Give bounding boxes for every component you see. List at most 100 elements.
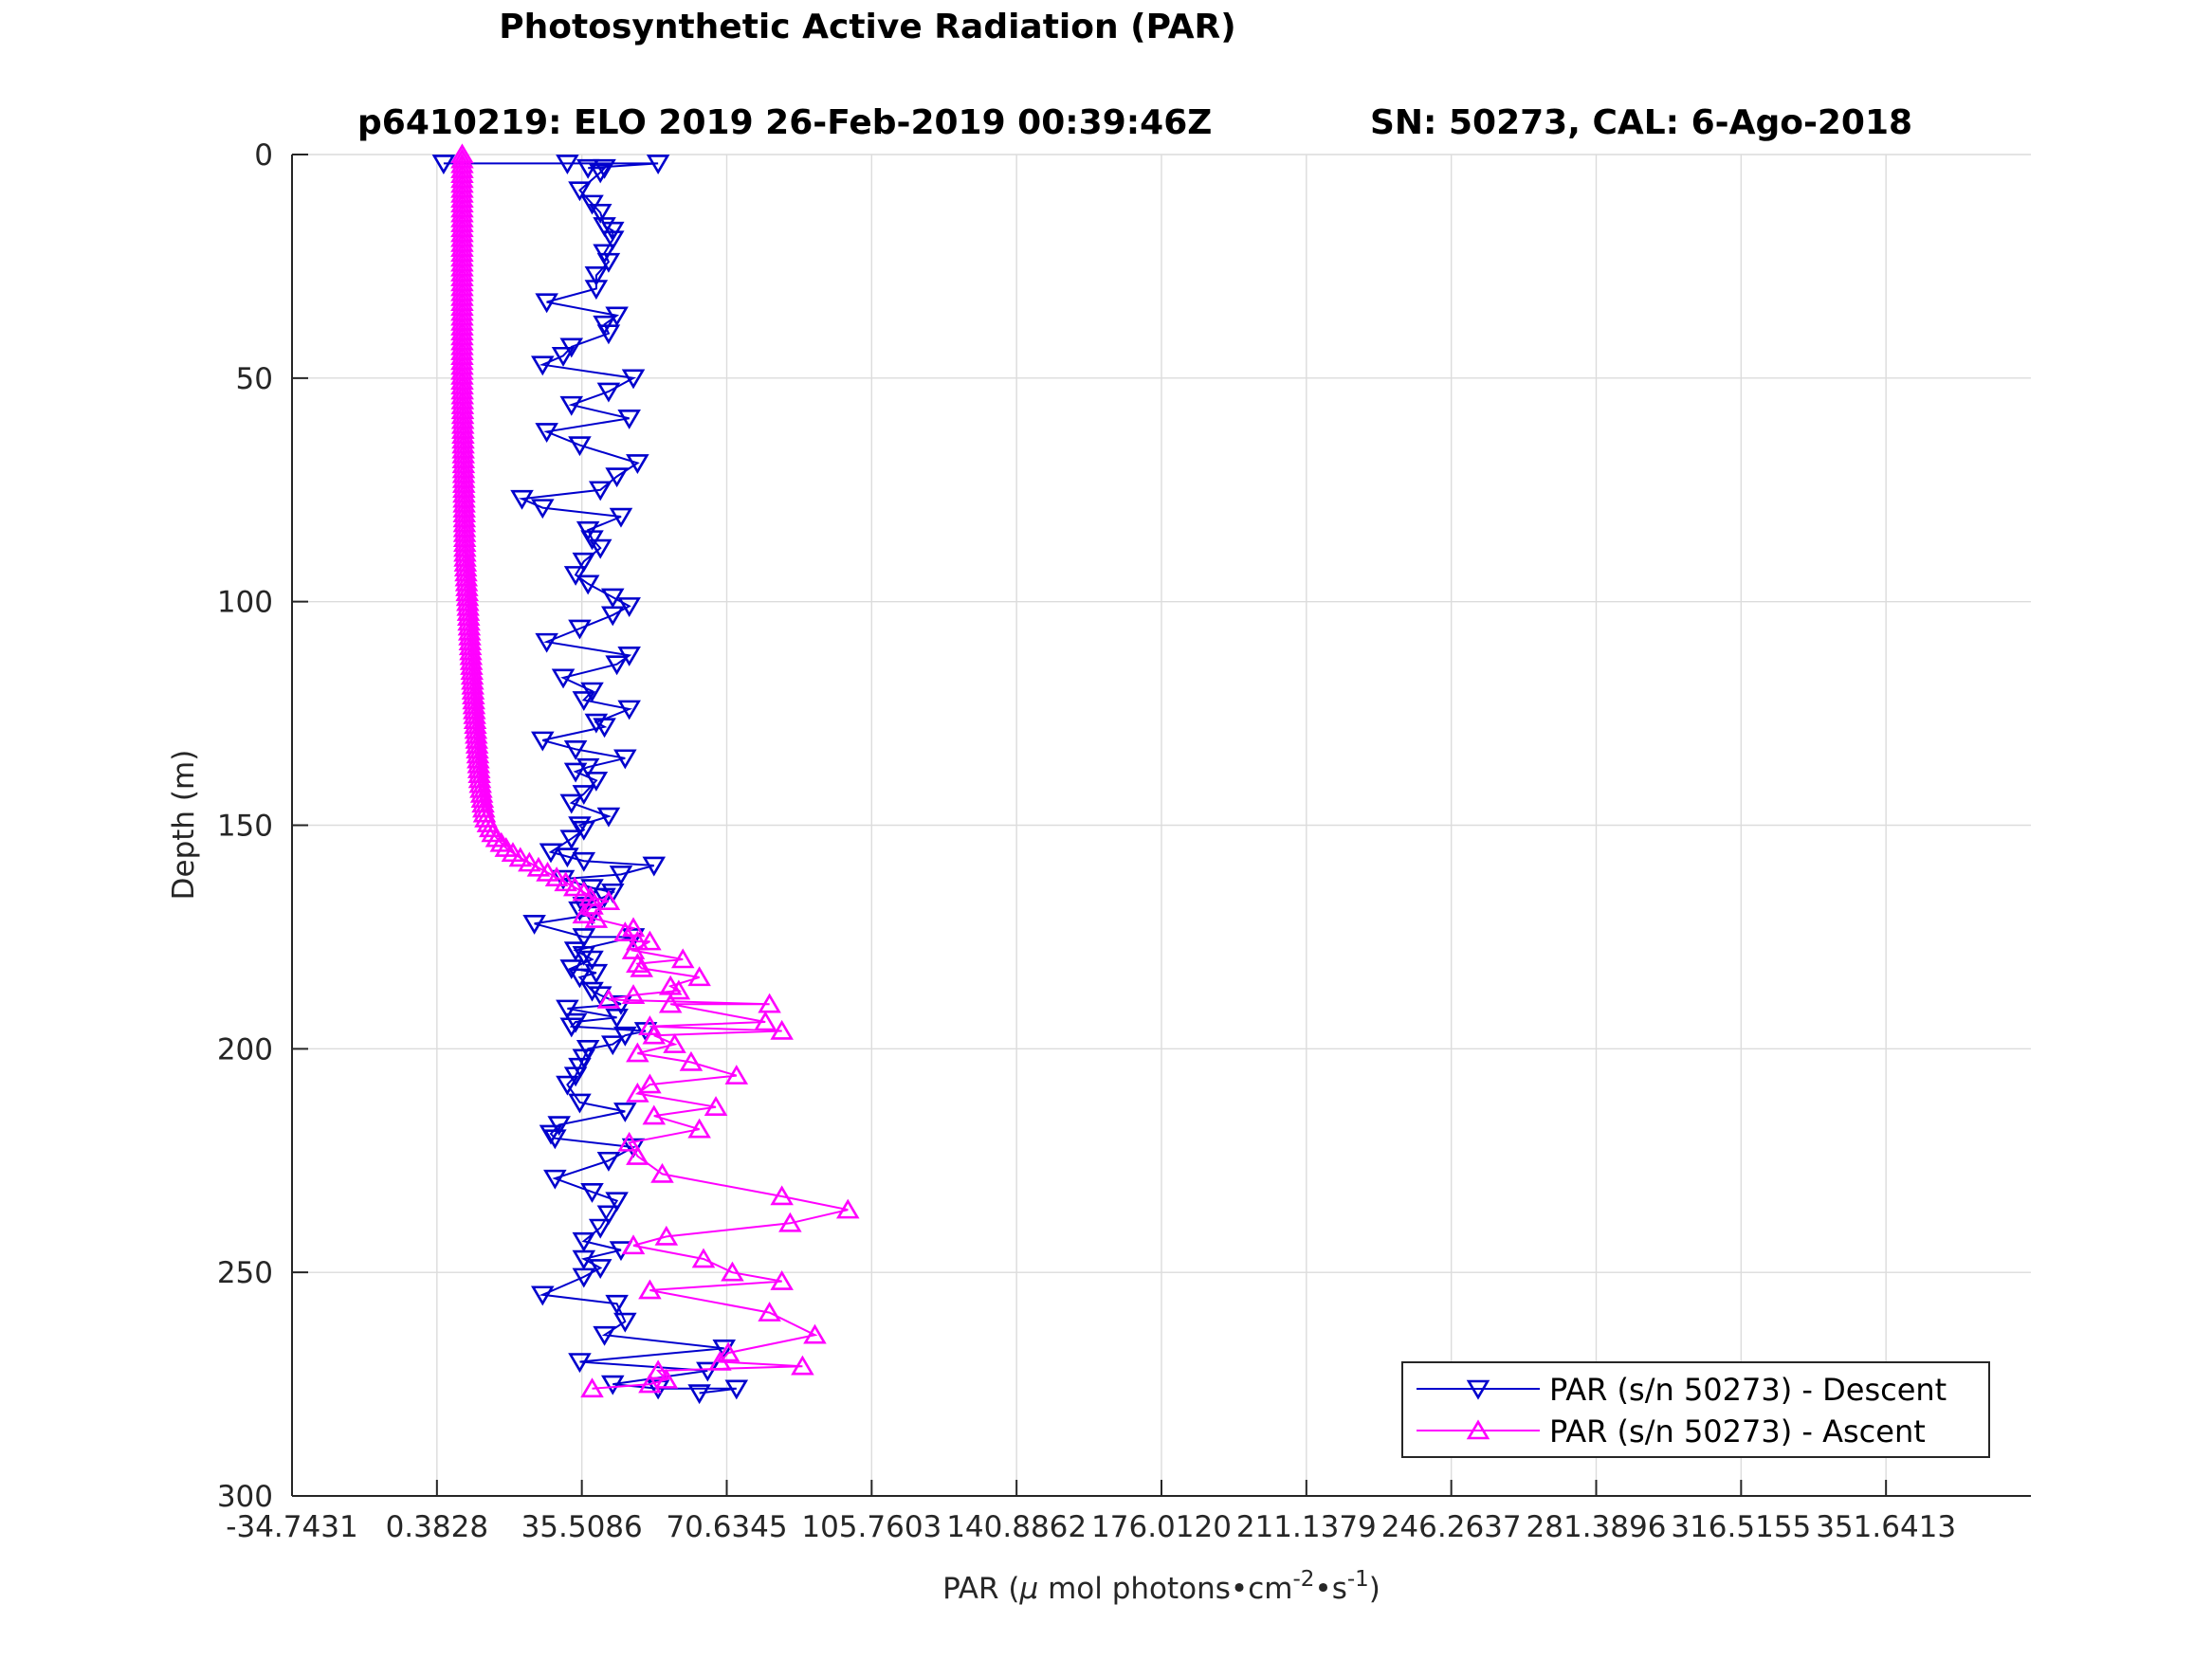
series-1-point-177 xyxy=(679,1050,704,1071)
series-1-point-180 xyxy=(626,1082,649,1103)
series-0-point-58 xyxy=(563,762,588,783)
series-0-point-32 xyxy=(510,489,534,510)
series-1 xyxy=(450,143,860,1398)
series-1-point-176 xyxy=(626,1042,649,1063)
series-0-point-50 xyxy=(572,691,596,711)
chart-title: Photosynthetic Active Radiation (PAR) xyxy=(499,8,1235,46)
series-0-point-8 xyxy=(588,204,612,224)
x-tick-label-5: 140.8862 xyxy=(946,1510,1087,1544)
series-0-point-78 xyxy=(522,914,546,935)
series-0-point-9 xyxy=(593,217,616,238)
series-0-point-74 xyxy=(593,887,616,908)
series-0-point-93 xyxy=(559,1017,584,1038)
series-1-point-157 xyxy=(613,921,637,941)
x-axis-label-mid2: •s xyxy=(1314,1572,1346,1606)
series-0-point-105 xyxy=(539,1124,563,1145)
series-0-point-59 xyxy=(584,772,609,792)
series-0-point-80 xyxy=(621,928,646,948)
series-0-point-13 xyxy=(596,252,621,273)
series-1-point-149 xyxy=(562,876,587,897)
series-0-point-0 xyxy=(431,155,456,174)
series-1-point-151 xyxy=(578,885,603,906)
x-tick-label-11: 351.6413 xyxy=(1816,1510,1956,1544)
series-0-point-5 xyxy=(588,163,612,184)
series-1-point-186 xyxy=(650,1162,674,1183)
series-0-point-68 xyxy=(572,851,596,872)
series-0-point-15 xyxy=(584,280,609,301)
series-1-point-193 xyxy=(721,1261,744,1282)
y-tick-label-5: 250 xyxy=(217,1256,273,1290)
series-1-point-200 xyxy=(791,1355,814,1376)
series-0-point-111 xyxy=(605,1192,629,1212)
series-1-point-148 xyxy=(554,871,577,892)
y-tick-label-2: 100 xyxy=(217,586,273,620)
series-0-point-33 xyxy=(531,499,555,520)
series-1-point-197 xyxy=(803,1323,827,1344)
x-tick-label-4: 105.7603 xyxy=(801,1510,941,1544)
series-1-point-181 xyxy=(704,1096,728,1116)
series-0-point-30 xyxy=(605,467,629,488)
series-1-point-152 xyxy=(596,890,621,910)
series-0-point-27 xyxy=(535,423,558,443)
series-0-point-48 xyxy=(551,668,576,689)
series-0-point-4 xyxy=(593,158,616,179)
series-0-point-22 xyxy=(531,356,555,376)
series-0-point-120 xyxy=(605,1294,629,1315)
series-0-point-61 xyxy=(559,793,584,814)
series-0-point-11 xyxy=(600,230,625,251)
series-0-point-112 xyxy=(596,1205,621,1226)
series-1-point-140 xyxy=(489,831,514,852)
series-1-point-160 xyxy=(621,939,646,959)
series-1-point-175 xyxy=(663,1033,686,1053)
series-0-point-124 xyxy=(568,1353,592,1374)
series-1-point-167 xyxy=(621,984,646,1005)
series-1-point-201 xyxy=(646,1359,670,1380)
series-1-point-153 xyxy=(580,894,604,915)
series-0-point-51 xyxy=(617,700,641,720)
series-0-point-44 xyxy=(568,619,592,640)
series-0-point-53 xyxy=(593,718,616,738)
series-1-point-189 xyxy=(778,1212,802,1232)
series-1-point-163 xyxy=(630,957,653,977)
series-0-point-43 xyxy=(600,606,625,627)
series-0-point-6 xyxy=(568,181,592,202)
series-0-point-106 xyxy=(543,1129,567,1150)
series-1-point-147 xyxy=(544,866,569,886)
series-0-point-116 xyxy=(572,1249,596,1270)
axes xyxy=(291,154,2031,1497)
series-1-point-187 xyxy=(770,1185,794,1206)
series-1-point-199 xyxy=(708,1350,732,1371)
series-1-point-179 xyxy=(638,1073,662,1094)
series-0-point-86 xyxy=(568,968,592,989)
series-0-point-102 xyxy=(568,1093,592,1114)
series-0-point-122 xyxy=(593,1325,616,1346)
series-0-point-42 xyxy=(617,597,641,617)
series-0-point-129 xyxy=(687,1384,711,1405)
series-0-point-37 xyxy=(588,538,612,559)
x-tick-label-7: 211.1379 xyxy=(1236,1510,1377,1544)
series-0-point-82 xyxy=(572,945,596,966)
series-1-point-178 xyxy=(724,1065,749,1085)
series-0-point-96 xyxy=(600,1035,625,1056)
series-0-point-87 xyxy=(580,981,604,1002)
series-0-point-101 xyxy=(556,1075,579,1096)
series-0-point-23 xyxy=(621,369,646,390)
series-1-point-192 xyxy=(691,1248,716,1268)
series-1-point-196 xyxy=(758,1302,781,1322)
legend: PAR (s/n 50273) - Descent PAR (s/n 50273… xyxy=(1401,1361,1990,1458)
y-tick-label-0: 0 xyxy=(254,138,273,173)
series-0-point-108 xyxy=(596,1151,621,1172)
series-1-point-198 xyxy=(716,1341,740,1362)
y-tick-label-4: 200 xyxy=(217,1032,273,1066)
series-1-point-139 xyxy=(484,827,509,848)
y-tick-label-6: 300 xyxy=(217,1480,273,1514)
series-1-point-164 xyxy=(687,966,711,987)
x-tick-label-6: 176.0120 xyxy=(1091,1510,1232,1544)
series-0-point-128 xyxy=(724,1379,749,1400)
y-tick-labels: 0 50 100 150 200 250 300 xyxy=(217,138,273,1514)
series-1-point-185 xyxy=(626,1144,649,1165)
series-0-point-79 xyxy=(572,928,596,948)
series-1-point-144 xyxy=(518,851,541,872)
series-0-point-113 xyxy=(588,1218,612,1239)
series-1-point-174 xyxy=(642,1024,667,1045)
